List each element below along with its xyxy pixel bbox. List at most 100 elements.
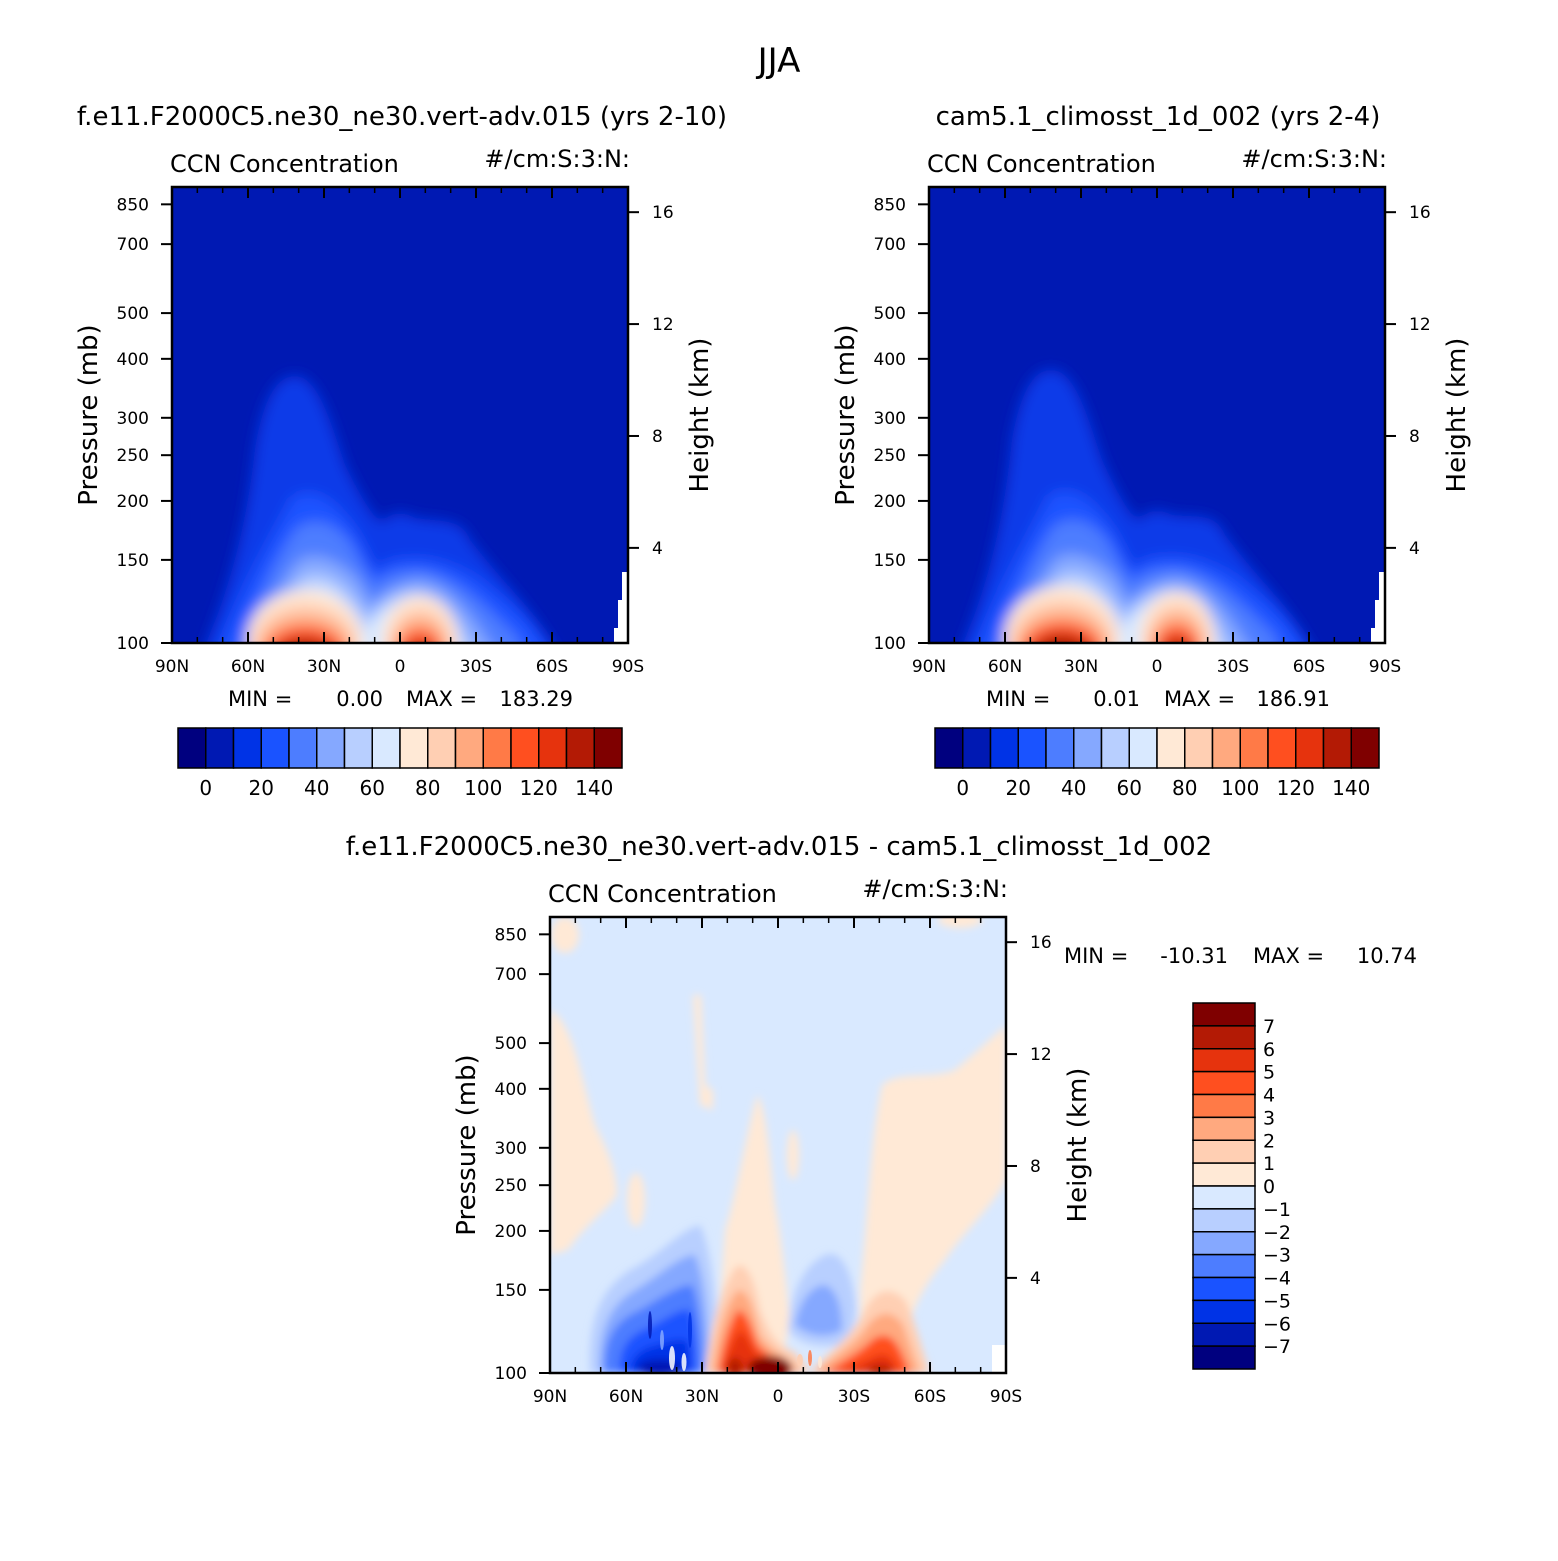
x-tick-label: 30S [1217, 657, 1249, 677]
panel-3-ylabel: Pressure (mb) [452, 1054, 482, 1235]
colorbar-box [316, 727, 346, 769]
y-tick-label: 250 [495, 1176, 527, 1196]
y-right-tick-label: 12 [1409, 315, 1431, 335]
colorbar-tick-label: 1 [1263, 1153, 1275, 1175]
colorbar-box [1192, 1002, 1256, 1027]
colorbar-box [1192, 1208, 1256, 1233]
colorbar-box [343, 727, 373, 769]
panel-2-max-label: MAX = [1164, 687, 1235, 711]
colorbar-box [482, 727, 512, 769]
colorbar-tick-label: 60 [360, 776, 385, 800]
x-tick-label: 0 [395, 657, 406, 677]
y-tick-label: 400 [495, 1080, 527, 1100]
colorbar-box [177, 727, 207, 769]
panel-2-plot-field [929, 187, 1385, 643]
colorbar-tick-label: 40 [1061, 776, 1086, 800]
x-tick-label: 30S [838, 1387, 870, 1407]
y-tick-label: 300 [495, 1139, 527, 1159]
panel-1-colorbar: 0 20 40 60 80 100 120 140 [177, 727, 623, 800]
panel-3-plot-field [550, 917, 1006, 1373]
panel-3-max-label: MAX = [1253, 944, 1324, 968]
y-tick-label: 500 [117, 304, 149, 324]
panel-3-min-value: -10.31 [1160, 944, 1228, 968]
colorbar-tick-label: 20 [1006, 776, 1031, 800]
colorbar-tick-label: 80 [1172, 776, 1197, 800]
colorbar-tick-label: 100 [464, 776, 502, 800]
colorbar-tick-label: 0 [956, 776, 969, 800]
x-tick-label: 90N [912, 657, 946, 677]
panel-2-title: cam5.1_climosst_1d_002 (yrs 2-4) [936, 102, 1381, 132]
colorbar-box [371, 727, 401, 769]
colorbar-box [1192, 1162, 1256, 1187]
colorbar-box [1192, 1070, 1256, 1096]
panel-1-ylabel: Pressure (mb) [74, 324, 104, 505]
y-tick-label: 200 [117, 492, 149, 512]
y-tick-label: 300 [874, 409, 906, 429]
y-right-tick-label: 8 [652, 427, 663, 447]
colorbar-box [1192, 1093, 1256, 1119]
y-tick-label: 250 [874, 446, 906, 466]
colorbar-box [1322, 727, 1352, 769]
colorbar-box [1045, 727, 1075, 769]
colorbar-box [1192, 1345, 1256, 1370]
colorbar-box [1192, 1299, 1256, 1324]
y-right-tick-label: 8 [1030, 1157, 1041, 1177]
panel-2-subtitle-right: #/cm:S:3:N: [1241, 145, 1387, 173]
colorbar-box [1017, 727, 1047, 769]
colorbar-tick-label: 3 [1263, 1107, 1275, 1129]
colorbar-box [1192, 1025, 1256, 1050]
colorbar-box [962, 727, 992, 769]
panel-3: f.e11.F2000C5.ne30_ne30.vert-adv.015 - c… [346, 832, 1417, 1407]
y-tick-label: 150 [117, 551, 149, 571]
y-tick-label: 400 [874, 350, 906, 370]
colorbar-tick-label: −5 [1263, 1290, 1291, 1312]
colorbar-box [454, 727, 484, 769]
colorbar-box [399, 727, 429, 769]
colorbar-box [288, 727, 318, 769]
colorbar-box [1192, 1116, 1256, 1141]
colorbar-tick-label: 0 [199, 776, 212, 800]
colorbar-tick-label: 140 [1332, 776, 1370, 800]
colorbar-tick-label: 2 [1263, 1130, 1275, 1152]
panel-2-min-label: MIN = [986, 687, 1050, 711]
colorbar-box [538, 727, 568, 769]
y-tick-label: 150 [495, 1281, 527, 1301]
x-tick-label: 60N [609, 1387, 643, 1407]
colorbar-tick-label: −1 [1263, 1199, 1291, 1221]
colorbar-box [1239, 727, 1269, 769]
colorbar-tick-label: 5 [1263, 1062, 1275, 1084]
colorbar-box [1192, 1139, 1256, 1164]
x-tick-label: 60N [988, 657, 1022, 677]
colorbar-tick-label: 60 [1117, 776, 1142, 800]
colorbar-box [593, 727, 623, 769]
colorbar-tick-label: 0 [1263, 1176, 1275, 1198]
panel-3-subtitle-right: #/cm:S:3:N: [862, 875, 1008, 903]
colorbar-box [1192, 1048, 1256, 1073]
y-right-tick-label: 8 [1409, 427, 1420, 447]
colorbar-tick-label: 6 [1263, 1039, 1275, 1061]
panel-1-subtitle-right: #/cm:S:3:N: [484, 145, 630, 173]
y-tick-label: 200 [874, 492, 906, 512]
x-tick-label: 30N [685, 1387, 719, 1407]
colorbar-box [1184, 727, 1214, 769]
panel-2-colorbar: 0 20 40 60 80 100 120 140 [934, 727, 1380, 800]
y-right-tick-label: 16 [652, 203, 674, 223]
colorbar-box [989, 727, 1019, 769]
panel-2-ylabel: Pressure (mb) [831, 324, 861, 505]
y-tick-label: 500 [495, 1034, 527, 1054]
colorbar-tick-label: 140 [575, 776, 613, 800]
x-tick-label: 90S [1369, 657, 1401, 677]
y-tick-label: 850 [495, 925, 527, 945]
x-tick-label: 30S [460, 657, 492, 677]
colorbar-box [1156, 727, 1186, 769]
panel-1-plot-field [172, 187, 628, 643]
y-tick-label: 100 [117, 634, 149, 654]
colorbar-box [232, 727, 262, 769]
x-tick-label: 0 [773, 1387, 784, 1407]
panel-3-ylabel-right: Height (km) [1063, 1068, 1093, 1223]
y-tick-label: 100 [495, 1364, 527, 1384]
colorbar-box [934, 727, 964, 769]
panel-3-min-label: MIN = [1064, 944, 1128, 968]
